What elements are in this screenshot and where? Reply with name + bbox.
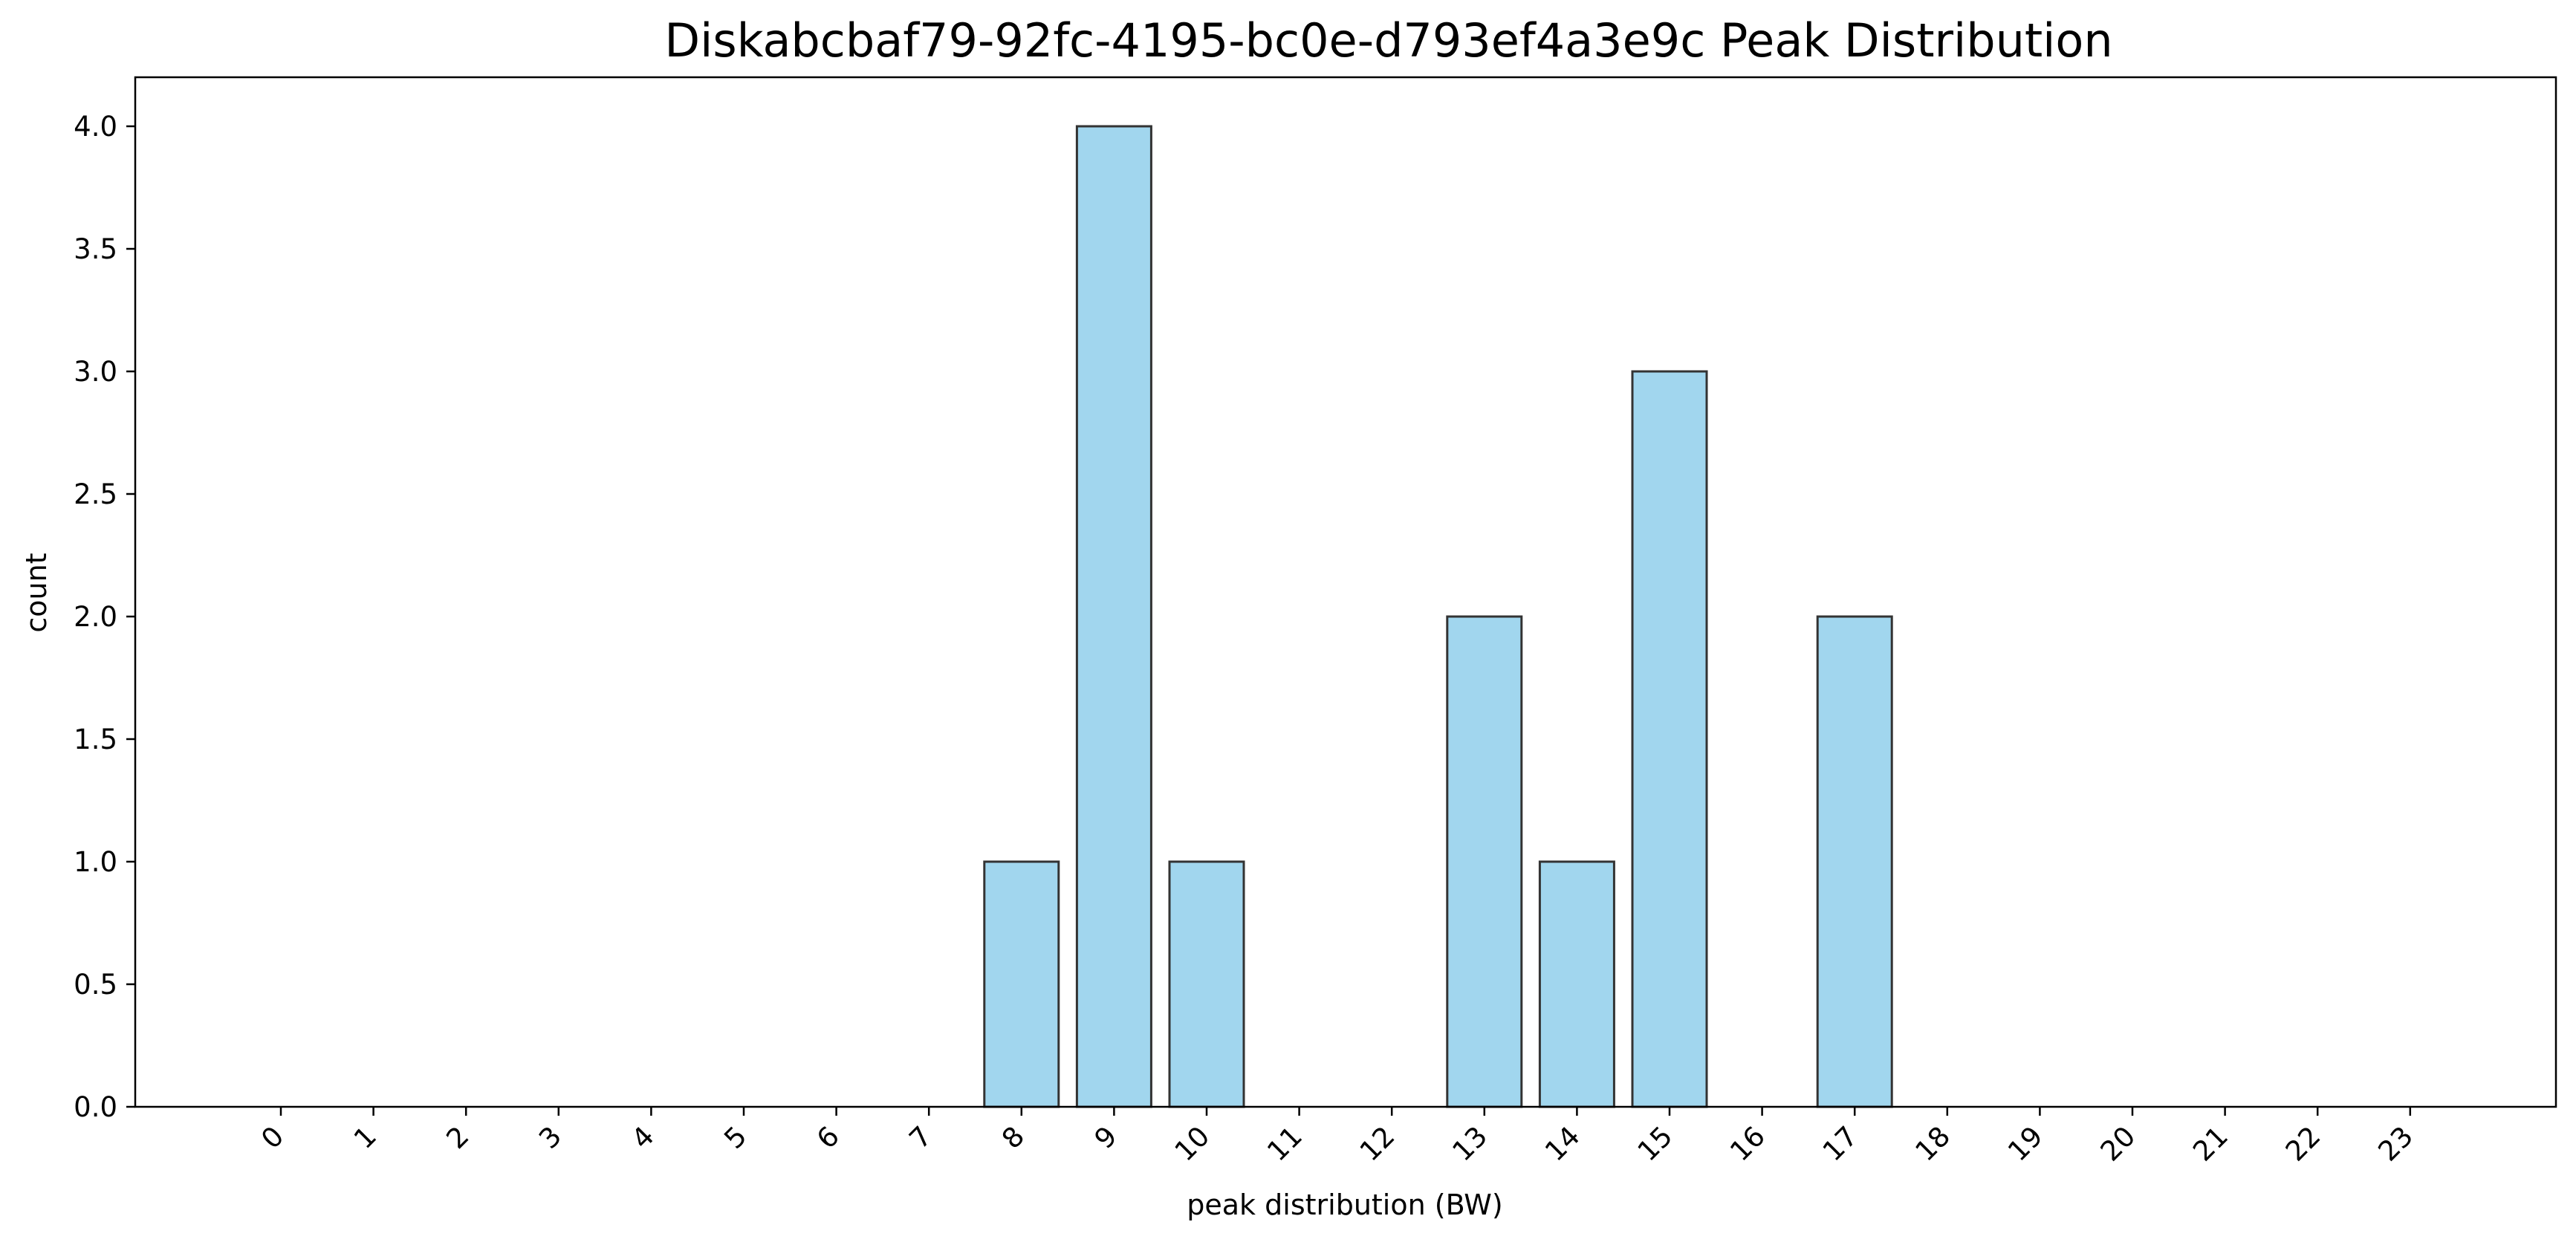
plot-area-frame <box>134 76 2557 1108</box>
y-tick-label: 1.5 <box>74 724 117 755</box>
y-tick-label: 4.0 <box>74 111 117 143</box>
bar-10 <box>1168 860 1245 1108</box>
bar-17 <box>1816 615 1893 1108</box>
bar-9 <box>1075 125 1152 1108</box>
chart-title: Diskabcbaf79-92fc-4195-bc0e-d793ef4a3e9c… <box>664 13 2112 68</box>
bar-13 <box>1446 615 1523 1108</box>
y-tick-label: 0.5 <box>74 969 117 1001</box>
bar-14 <box>1538 860 1615 1108</box>
y-tick-label: 3.5 <box>74 233 117 265</box>
x-axis-label: peak distribution (BW) <box>1187 1189 1502 1221</box>
y-axis-ticks: 0.0 0.5 1.0 1.5 2.0 2.5 3.0 3.5 4.0 <box>74 111 135 1123</box>
y-tick-label: 2.0 <box>74 601 117 633</box>
bar-15 <box>1631 370 1708 1108</box>
y-tick-label: 2.5 <box>74 478 117 510</box>
y-tick-label: 1.0 <box>74 846 117 878</box>
y-tick-label: 3.0 <box>74 356 117 388</box>
bars-group <box>983 125 1893 1108</box>
bar-8 <box>983 860 1060 1108</box>
y-axis-label: count <box>20 553 53 632</box>
y-tick-label: 0.0 <box>74 1091 117 1123</box>
